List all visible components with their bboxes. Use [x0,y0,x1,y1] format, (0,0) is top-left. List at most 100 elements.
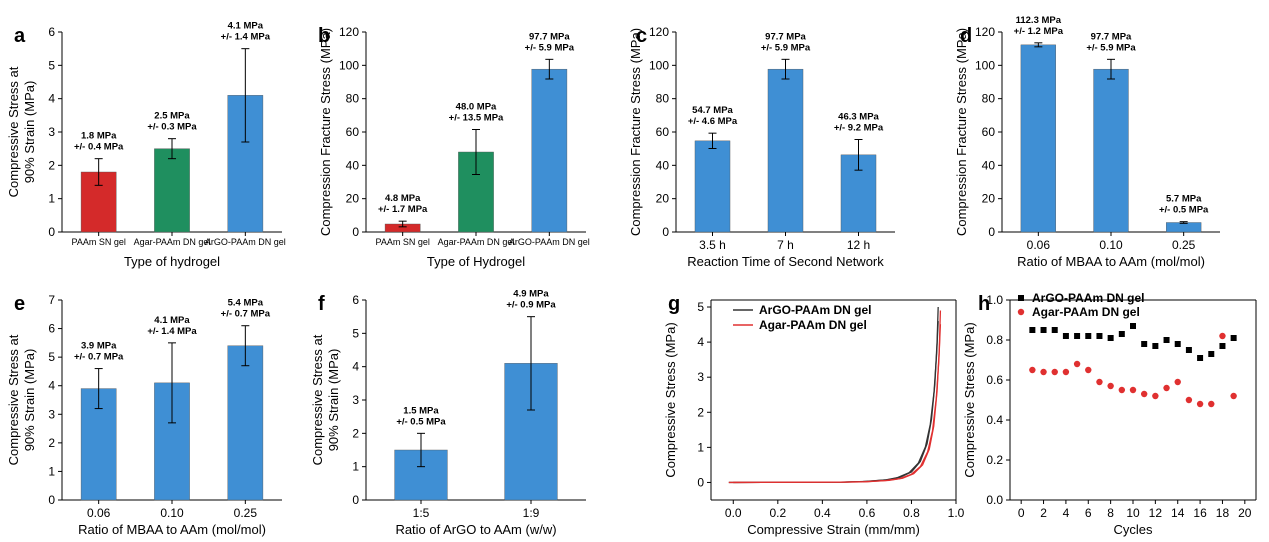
bar [694,140,731,233]
data-label: +/- 0.5 MPa [1159,205,1209,216]
y-tick-label: 0 [352,225,359,239]
data-label: 4.9 MPa [513,289,549,300]
x-axis-title: Ratio of MBAA to AAm (mol/mol) [78,522,266,537]
x-tick-label: 0.0 [725,506,742,520]
data-label: 48.0 MPa [456,102,497,113]
y-tick-label: 120 [339,25,359,39]
panel-letter-e: e [14,293,25,315]
panel-letter-a: a [14,25,26,47]
x-tick-label: 16 [1193,506,1207,520]
y-tick-label: 0 [988,225,995,239]
data-point [1129,386,1137,394]
y-tick-label: 4 [352,360,359,374]
data-point [1152,343,1159,349]
y-tick-label: 40 [346,158,360,172]
y-axis-title: 90% Strain (MPa) [22,349,37,452]
data-label: 46.3 MPa [838,112,879,123]
bar [154,148,190,233]
data-point [1230,392,1237,400]
data-point [1174,378,1181,386]
x-tick-label: 0.06 [87,506,111,520]
y-tick-label: 0.8 [986,333,1003,347]
x-tick-label: PAAm SN gel [71,237,125,247]
y-tick-label: 100 [339,58,359,72]
data-point [1140,390,1148,398]
x-tick-label: 0.8 [903,506,920,520]
y-tick-label: 120 [975,25,995,39]
legend-marker [1018,295,1024,301]
data-point [1208,400,1215,408]
data-point [1185,396,1193,404]
data-label: 4.1 MPa [228,21,264,32]
legend-label: Agar-PAAm DN gel [759,318,867,332]
panel-g: g 0 1 2 3 4 5 Compressive Stress (MPa) Compressi… [663,293,965,537]
data-label: +/- 1.2 MPa [1014,26,1064,37]
y-axis-title: Compressive Stress at [6,334,21,465]
x-tick-label: PAAm SN gel [375,237,429,247]
data-point [1185,347,1192,353]
x-axis-title: Reaction Time of Second Network [687,254,884,269]
y-tick-label: 7 [48,293,55,307]
y-tick-label: 100 [649,58,669,72]
data-label: 97.7 MPa [1091,31,1132,42]
data-point [1085,333,1092,339]
y-tick-label: 1 [48,192,55,206]
y-axis-title: Compression Fracture Stress (MPa) [954,28,969,236]
x-tick-label: 0.6 [859,506,876,520]
x-tick-label: 1:9 [523,506,540,520]
x-axis-title: Ratio of ArGO to AAm (w/w) [395,522,556,537]
x-tick-label: 12 h [847,238,870,252]
data-label: 1.8 MPa [81,131,117,142]
panel-d: d 0 20 40 60 80 100 120 Compression Fracture Str… [954,15,1220,269]
data-label: 54.7 MPa [692,105,733,116]
y-tick-label: 3 [697,370,704,384]
x-tick-label: 0.4 [814,506,831,520]
series-line [728,321,939,484]
data-label: 4.1 MPa [154,315,190,326]
x-tick-label: 0.10 [1099,238,1123,252]
data-point [1040,327,1047,333]
x-tick-label: 2 [1040,506,1047,520]
series-line [728,324,942,484]
data-label: 97.7 MPa [765,31,806,42]
y-axis-title: Compressive Stress (MPa) [663,322,678,477]
data-point [1062,368,1070,376]
y-tick-label: 5 [48,350,55,364]
series-line [733,310,942,484]
x-tick-label: 1:5 [413,506,430,520]
panel-e: e 0 1 2 3 4 5 6 7 Compressive Stress at 90% Strain… [6,293,282,537]
legend-marker [1017,308,1025,316]
data-point [1118,331,1125,337]
y-tick-label: 4 [48,92,55,106]
y-tick-label: 4 [48,379,55,393]
y-tick-label: 0.2 [986,453,1003,467]
y-tick-label: 3 [48,125,55,139]
data-point [1029,366,1036,374]
x-tick-label: 4 [1063,506,1070,520]
y-tick-label: 20 [346,192,360,206]
bar [767,68,804,233]
bar [1166,222,1202,233]
panel-c: c 0 20 40 60 80 100 120 Compression Fracture Str… [628,25,895,269]
y-tick-label: 60 [346,125,360,139]
y-tick-label: 6 [48,25,55,39]
x-tick-label: Agar-PAAm DN gel [134,237,211,247]
panel-h: h 0.0 0.2 0.4 0.6 0.8 1.0 Compressive Stress (M… [962,291,1257,537]
x-tick-label: 8 [1107,506,1114,520]
x-tick-label: 0.2 [769,506,786,520]
data-point [1197,355,1204,361]
x-tick-label: 0.10 [160,506,184,520]
bar [531,68,568,233]
data-label: 5.4 MPa [228,298,264,309]
y-tick-label: 0 [662,225,669,239]
y-tick-label: 120 [649,25,669,39]
data-point [1118,386,1126,394]
y-tick-label: 100 [975,58,995,72]
data-label: +/- 0.9 MPa [506,300,556,311]
data-point [1163,384,1170,392]
data-label: +/- 9.2 MPa [834,123,884,134]
x-tick-label: 18 [1216,506,1230,520]
y-tick-label: 40 [982,158,996,172]
y-tick-label: 20 [656,192,670,206]
